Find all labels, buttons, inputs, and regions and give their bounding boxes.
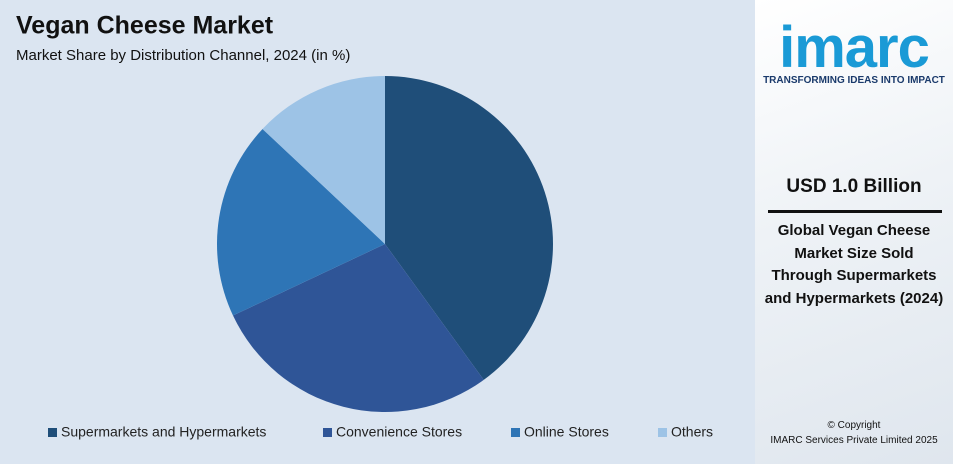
legend-label: Supermarkets and Hypermarkets xyxy=(61,424,266,440)
stat: USD 1.0 Billion xyxy=(786,176,922,197)
chart-title: Vegan Cheese Market xyxy=(16,12,274,40)
company: IMARC Services Private Limited 2025 xyxy=(770,435,938,446)
logo: imarc xyxy=(779,15,930,80)
pie-slice xyxy=(262,75,385,244)
sidebar: imarc TRANSFORMING IDEAS INTO IMPACT USD… xyxy=(755,0,953,464)
chart: Vegan Cheese Market Market Share by Dist… xyxy=(0,0,755,464)
copyright-text: © Copyright xyxy=(827,420,881,431)
legend-swatch xyxy=(511,428,520,437)
tagline: TRANSFORMING IDEAS INTO IMPACT xyxy=(763,75,945,86)
pie-slice xyxy=(385,76,553,380)
legend-swatch xyxy=(48,428,57,437)
divider xyxy=(768,210,942,213)
legend-label: Convenience Stores xyxy=(336,424,462,440)
chart-subtitle: Market Share by Distribution Channel, 20… xyxy=(16,47,350,64)
legend-label: Others xyxy=(671,424,713,440)
pie-slice xyxy=(232,244,484,412)
legend-swatch xyxy=(658,428,667,437)
legend-label: Online Stores xyxy=(524,424,609,440)
copyright: © Copyright IMARC Services Private Limite… xyxy=(755,418,953,448)
description: Global Vegan Cheese Market Size Sold Thr… xyxy=(764,222,944,307)
pie-slice xyxy=(217,128,385,316)
legend-swatch xyxy=(323,428,332,437)
